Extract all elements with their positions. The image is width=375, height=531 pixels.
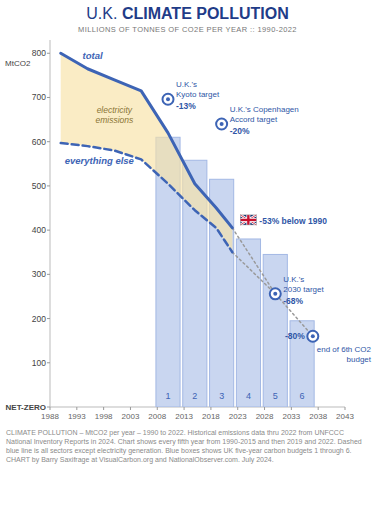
x-tick-label: 2028	[256, 412, 274, 421]
x-tick	[130, 407, 131, 410]
flag-saltire-red	[240, 215, 256, 225]
y-tick	[47, 185, 50, 186]
y-tick-label: 600	[32, 137, 46, 147]
x-tick	[291, 407, 292, 410]
area-label: emissions	[95, 115, 134, 125]
y-tick-label: NET-ZERO	[6, 403, 46, 412]
x-tick	[345, 407, 346, 410]
target-marker	[216, 119, 227, 130]
area-label: electricity	[97, 105, 133, 115]
x-tick-label: 2008	[148, 412, 166, 421]
flag-field	[240, 215, 256, 225]
bar-label: 5	[273, 391, 278, 401]
electricity-area	[61, 53, 233, 252]
target-marker	[307, 331, 318, 342]
target-center	[166, 97, 170, 101]
y-tick-label: 500	[32, 181, 46, 191]
flag-cross-red	[240, 219, 256, 221]
target-label: U.K.'s Copenhagen	[230, 105, 299, 114]
target-percent: -80%	[285, 331, 305, 341]
x-tick	[184, 407, 185, 410]
x-tick	[50, 407, 51, 410]
budget-bar	[236, 239, 260, 407]
y-tick	[47, 318, 50, 319]
title-part: U.K.	[86, 5, 117, 22]
bar-label: 1	[165, 391, 170, 401]
target-center	[220, 122, 224, 126]
y-tick	[47, 97, 50, 98]
x-tick-label: 2043	[336, 412, 354, 421]
y-tick	[47, 53, 50, 54]
projection-line	[232, 252, 275, 294]
x-tick	[264, 407, 265, 410]
title-part: CLIMATE POLLUTION	[117, 5, 288, 22]
target-label: Kyoto target	[176, 90, 220, 99]
y-tick	[47, 141, 50, 142]
x-tick-label: 1993	[68, 412, 86, 421]
title: U.K. CLIMATE POLLUTION	[86, 5, 288, 22]
flag-saltire-red	[240, 215, 256, 225]
y-axis-line	[50, 40, 51, 407]
target-center	[311, 334, 315, 338]
flag-saltire	[240, 215, 256, 225]
x-tick-label: 2003	[122, 412, 140, 421]
target-label: Accord target	[230, 115, 278, 124]
target-center	[273, 292, 277, 296]
flag-saltire	[240, 215, 256, 225]
bar-label: 2	[192, 391, 197, 401]
x-tick	[237, 407, 238, 410]
x-tick	[210, 407, 211, 410]
x-tick-label: 2033	[282, 412, 300, 421]
flag-border	[240, 215, 256, 225]
target-percent: -20%	[230, 126, 250, 136]
data-group	[61, 53, 319, 407]
y-tick	[47, 274, 50, 275]
series-label: everything else	[65, 155, 135, 166]
target-label: 2030 target	[283, 285, 324, 294]
target-marker	[163, 94, 174, 105]
target-label: U.K.'s	[176, 80, 197, 89]
x-tick	[157, 407, 158, 410]
x-tick-label: 2018	[202, 412, 220, 421]
change-label: -53% below 1990	[259, 216, 327, 226]
subtitle: MILLIONS OF TONNES OF CO2E PER YEAR :: 1…	[78, 25, 297, 34]
projection-line	[232, 228, 312, 336]
y-tick	[47, 362, 50, 363]
x-tick	[76, 407, 77, 410]
y-tick-label: 100	[32, 358, 46, 368]
footnote: CLIMATE POLLUTION – MtCO2 per year – 199…	[6, 428, 369, 464]
bar-label: 3	[219, 391, 224, 401]
series-label: total	[83, 50, 103, 61]
y-tick	[47, 230, 50, 231]
x-tick	[103, 407, 104, 410]
bar-label: 6	[300, 391, 305, 401]
target-percent: -68%	[283, 296, 303, 306]
y-tick-label: 800	[32, 48, 46, 58]
target-label: end of 6th CO2	[317, 345, 372, 354]
series-line	[61, 143, 233, 252]
y-tick-label: 200	[32, 314, 46, 324]
x-tick-label: 2013	[175, 412, 193, 421]
x-tick-label: 1988	[41, 412, 59, 421]
target-percent: -13%	[176, 101, 196, 111]
target-label: budget	[347, 355, 372, 364]
y-tick-label: 300	[32, 269, 46, 279]
x-tick	[318, 407, 319, 410]
series-line	[61, 53, 233, 228]
y-axis-label: MtCO2	[5, 59, 31, 68]
target-marker	[270, 288, 281, 299]
y-tick-label: 400	[32, 225, 46, 235]
target-label: U.K.'s	[283, 275, 304, 284]
x-tick-label: 2038	[309, 412, 327, 421]
uk-flag	[240, 215, 256, 225]
x-tick-label: 1998	[95, 412, 113, 421]
bar-label: 4	[246, 391, 251, 401]
x-tick-label: 2023	[229, 412, 247, 421]
y-tick-label: 700	[32, 92, 46, 102]
